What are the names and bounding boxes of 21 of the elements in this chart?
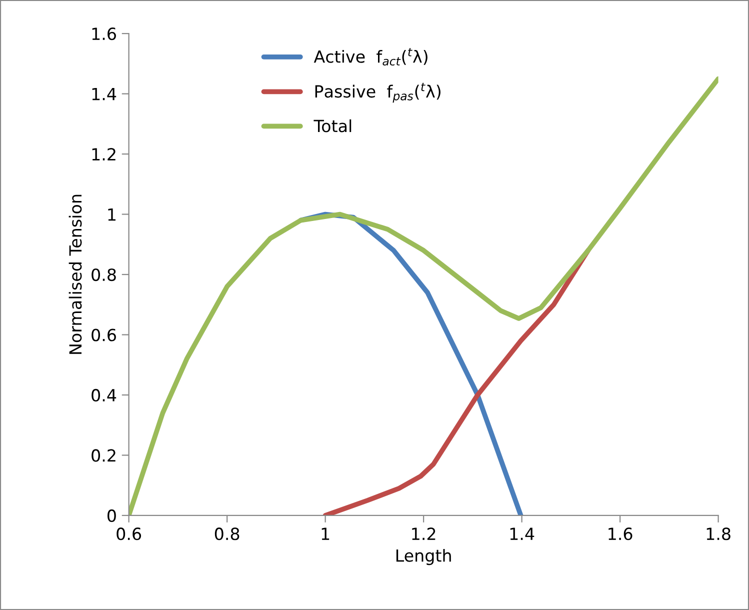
x-tick-label: 1 — [322, 528, 330, 540]
x-tick-label: 1.8 — [706, 528, 730, 540]
y-tick-label: 0 — [108, 509, 116, 522]
y-tick-label: 1.6 — [92, 28, 116, 40]
y-tick-label: 1.4 — [92, 88, 116, 100]
y-tick-label: 1.2 — [92, 148, 116, 160]
y-tick-label: 0.8 — [92, 268, 116, 282]
x-tick-label: 0.6 — [116, 528, 142, 540]
y-tick-label: 1 — [108, 208, 116, 221]
x-tick-label: 1.6 — [608, 528, 632, 540]
legend-label: Active f$_{act}$($^{t}$λ) — [314, 48, 428, 66]
x-tick-label: 1.4 — [510, 528, 534, 540]
legend-label: Total — [314, 119, 352, 132]
x-axis-title: Length — [396, 548, 451, 566]
legend-label: Passive f$_{pas}$($^{t}$λ) — [315, 82, 440, 103]
y-tick-label: 0.6 — [92, 328, 116, 342]
x-tick-label: 0.8 — [214, 528, 240, 540]
y-tick-label: 0.2 — [92, 449, 116, 462]
y-tick-label: 0.4 — [92, 388, 116, 402]
y-axis-title: Normalised Tension — [68, 194, 82, 354]
x-tick-label: 1.2 — [412, 528, 436, 540]
